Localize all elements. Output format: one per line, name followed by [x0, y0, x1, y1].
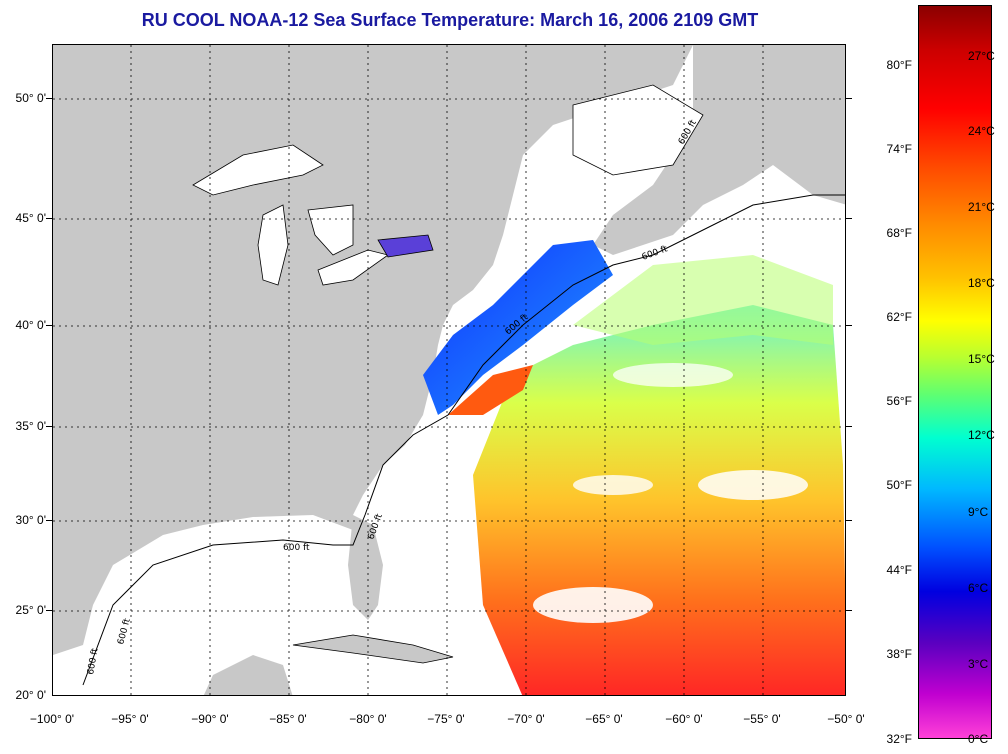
contour-label: 600 ft — [641, 244, 670, 263]
yucatan-land — [203, 655, 293, 695]
sst-map-canvas: 600 ft 600 ft 600 ft 600 ft 600 ft 600 f… — [53, 45, 845, 695]
sst-north-speckles — [573, 255, 833, 345]
lon-label-85: −85° 0' — [269, 712, 307, 726]
lon-label-70: −70° 0' — [507, 712, 545, 726]
contour-label: 600 ft — [86, 647, 101, 675]
colorbar-f-74: 74°F — [886, 142, 912, 156]
contour-label: 600 ft — [283, 543, 310, 553]
lon-label-100: −100° 0' — [29, 712, 75, 726]
lon-label-90: −90° 0' — [191, 712, 229, 726]
colorbar-c-24: 24°C — [968, 124, 995, 138]
colorbar-c-21: 21°C — [968, 200, 995, 214]
lake-huron — [307, 204, 354, 256]
lon-label-50: −50° 0' — [827, 712, 865, 726]
lat-label-30: 30° 0' — [15, 513, 46, 527]
north-america-land — [53, 45, 693, 655]
lon-label-80: −80° 0' — [349, 712, 387, 726]
colorbar-c-27: 27°C — [968, 49, 995, 63]
lat-label-40: 40° 0' — [15, 318, 46, 332]
colorbar-f-56: 56°F — [886, 394, 912, 408]
florida-peninsula — [348, 515, 383, 620]
lat-label-25: 25° 0' — [15, 603, 46, 617]
colorbar-f-68: 68°F — [886, 226, 912, 240]
depth-contour-600ft — [82, 194, 845, 686]
cloud-patch — [698, 470, 808, 500]
colorbar-c-0: 0°C — [968, 732, 989, 746]
gulf-st-lawrence — [572, 84, 704, 176]
temperature-colorbar — [918, 5, 992, 739]
colorbar-c-12: 12°C — [968, 428, 995, 442]
canadian-maritimes-land — [593, 45, 845, 255]
colorbar-c-9: 9°C — [968, 505, 989, 519]
lake-michigan — [257, 204, 289, 286]
colorbar-f-50: 50°F — [886, 478, 912, 492]
lat-label-45: 45° 0' — [15, 211, 46, 225]
colorbar-f-38: 38°F — [886, 647, 912, 661]
lon-label-55: −55° 0' — [743, 712, 781, 726]
contour-label: 600 ft — [116, 617, 133, 646]
cloud-patch — [613, 363, 733, 387]
colorbar-f-32: 32°F — [886, 732, 912, 746]
sst-map: 600 ft 600 ft 600 ft 600 ft 600 ft 600 f… — [52, 44, 846, 696]
lon-label-75: −75° 0' — [427, 712, 465, 726]
lon-label-95: −95° 0' — [111, 712, 149, 726]
map-title: RU COOL NOAA-12 Sea Surface Temperature:… — [141, 10, 759, 30]
cuba-land — [292, 634, 454, 664]
colorbar-f-62: 62°F — [886, 310, 912, 324]
colorbar-c-3: 3°C — [968, 657, 989, 671]
colorbar-f-80: 80°F — [886, 58, 912, 72]
lon-label-60: −60° 0' — [665, 712, 703, 726]
sst-gulf-stream-edge — [448, 365, 533, 415]
colorbar-c-6: 6°C — [968, 581, 989, 595]
lon-label-65: −65° 0' — [585, 712, 623, 726]
cloud-patch — [573, 475, 653, 495]
colorbar-c-15: 15°C — [968, 352, 995, 366]
lat-label-20: 20° 0' — [15, 688, 46, 702]
colorbar-f-44: 44°F — [886, 563, 912, 577]
graticule — [53, 45, 845, 695]
lake-superior — [192, 144, 324, 196]
lat-label-50: 50° 0' — [15, 91, 46, 105]
lake-ontario — [377, 234, 434, 258]
cloud-patch — [533, 587, 653, 623]
colorbar-c-18: 18°C — [968, 276, 995, 290]
sst-coastal-cold — [423, 240, 613, 415]
lat-label-35: 35° 0' — [15, 419, 46, 433]
lake-erie — [317, 249, 389, 286]
